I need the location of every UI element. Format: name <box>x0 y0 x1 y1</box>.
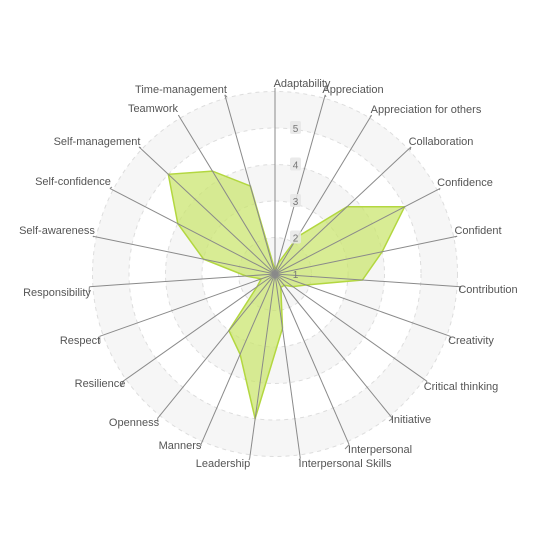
axis-label: Interpersonal Skills <box>299 458 392 470</box>
axis-label: Self-confidence <box>35 176 111 188</box>
axis-label: Self-management <box>54 136 141 148</box>
axis-label: Teamwork <box>128 103 179 115</box>
axis-label: Appreciation <box>322 84 383 96</box>
axis-label: Critical thinking <box>424 381 499 393</box>
axis-label: Contribution <box>458 284 517 296</box>
axis-label: Leadership <box>196 458 250 470</box>
axis-label: Responsibility <box>23 287 91 299</box>
axis-label: Time-management <box>135 84 227 96</box>
radial-tick-label: 1 <box>293 270 299 281</box>
axis-label: Initiative <box>391 414 431 426</box>
axis-label: Self-awareness <box>19 225 95 237</box>
radial-tick-label: 4 <box>293 161 299 172</box>
axis-label: Openness <box>109 417 160 429</box>
radial-tick-label: 5 <box>293 124 299 135</box>
axis-label: Collaboration <box>409 136 474 148</box>
axis-label: Confident <box>454 225 501 237</box>
axis-label: Manners <box>159 440 202 452</box>
axis-label: Interpersonal <box>348 444 412 456</box>
axis-label: Resilience <box>75 378 126 390</box>
radial-tick-label: 3 <box>293 197 299 208</box>
radial-tick-label: 2 <box>293 234 299 245</box>
axis-leader <box>178 115 179 116</box>
axis-label: Creativity <box>448 335 494 347</box>
axis-label: Respect <box>60 335 100 347</box>
axis-label: Appreciation for others <box>371 104 482 116</box>
axis-label: Confidence <box>437 177 493 189</box>
